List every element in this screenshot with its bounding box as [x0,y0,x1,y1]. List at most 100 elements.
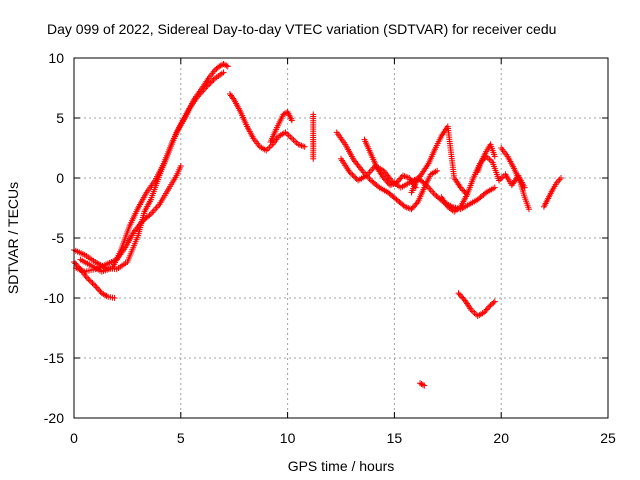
data-point [421,382,428,389]
data-point [558,175,565,181]
data-point [411,203,418,210]
data-point [375,183,382,190]
x-tick-label: 5 [177,430,185,446]
data-point [457,184,464,191]
data-point [491,153,498,160]
data-point [413,200,420,207]
x-axis-label: GPS time / hours [288,458,395,474]
y-tick-label: 10 [48,50,64,66]
data-point [481,190,488,197]
data-points [71,61,565,389]
series-R [417,380,428,389]
data-point [434,167,441,174]
series-G [310,111,317,162]
series-E [226,91,308,154]
data-point [380,175,387,181]
x-tick-label: 15 [387,430,403,446]
y-tick-label: 0 [56,170,64,186]
data-point [220,69,227,76]
data-point [72,260,79,267]
series-P [540,175,565,210]
data-point [346,169,353,175]
data-point [86,277,93,284]
data-point [490,299,497,306]
data-point [461,188,468,195]
data-point [525,206,532,213]
data-point [210,76,217,83]
series-H [333,129,441,213]
data-point [482,307,489,314]
x-tick-label: 10 [280,430,296,446]
data-point [224,63,231,70]
data-point [223,62,230,69]
data-point [486,303,493,310]
data-point [352,174,359,181]
x-tick-label: 0 [70,430,78,446]
data-point [393,179,400,186]
y-tick-label: -20 [44,410,64,426]
data-point [90,281,97,288]
series-J [361,136,419,191]
series-F [267,109,295,145]
series-K [408,123,471,198]
data-point [310,155,317,162]
chart-title: Day 099 of 2022, Sidereal Day-to-day VTE… [47,21,556,37]
x-tick-label: 20 [493,430,509,446]
data-point [207,79,214,86]
series-D [73,163,184,275]
data-point [400,202,407,209]
data-point [85,276,92,282]
series-O [496,171,528,191]
y-tick-labels: -20 -15 -10 -5 0 5 10 [44,50,64,426]
data-point [349,171,356,178]
data-point [209,78,216,85]
x-tick-label: 25 [600,430,616,446]
data-point [350,173,357,180]
y-tick-label: -5 [52,230,65,246]
data-point [177,163,184,169]
data-point [301,143,308,150]
y-tick-label: 5 [56,110,64,126]
data-point [491,298,498,305]
data-point [111,295,118,301]
data-point [458,293,465,300]
data-point [455,290,462,297]
data-point [382,176,389,183]
data-point [491,184,498,191]
data-point [384,179,391,186]
data-point [460,187,467,194]
data-point [397,175,404,182]
data-point [94,285,101,292]
data-point [484,305,491,312]
data-point [206,81,213,87]
y-tick-label: -10 [44,290,64,306]
data-point [89,280,96,287]
data-point [422,181,429,187]
data-point [521,184,528,191]
series-Q [455,290,498,319]
data-point [396,176,403,183]
y-tick-label: -15 [44,350,64,366]
data-point [419,381,426,388]
data-point [408,206,415,213]
series-M [474,141,498,175]
data-point [460,295,467,302]
data-point [483,306,490,313]
x-tick-labels: 0 5 10 15 20 25 [70,430,616,446]
plot-frame [73,57,609,419]
data-point [146,212,153,219]
data-point [481,309,488,316]
data-point [347,170,354,177]
data-point [92,283,99,289]
y-axis-label: SDTVAR / TECUs [5,182,21,294]
data-point [458,186,465,193]
data-point [203,83,210,90]
data-point [93,284,100,291]
data-point [88,278,95,285]
data-point [394,178,401,185]
data-point [409,204,416,211]
data-point [383,177,390,184]
data-point [288,117,295,124]
